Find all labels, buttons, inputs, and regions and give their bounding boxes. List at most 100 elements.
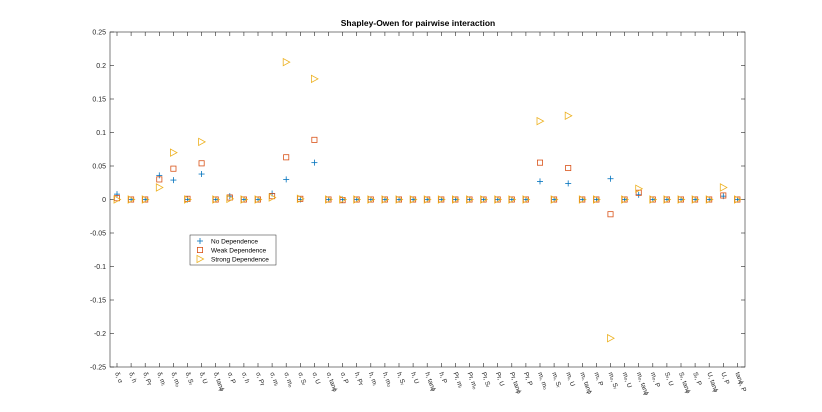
data-point [508, 195, 517, 204]
x-tick-label: Pr, tanϕ [508, 371, 522, 395]
y-tick-label: -0.2 [94, 331, 106, 338]
x-tick-label: mᵢ, mₒ [536, 371, 549, 391]
x-tick-label: h, Pr [353, 371, 365, 387]
x-tick-label: tanϕ, P [734, 371, 748, 393]
data-point [536, 116, 545, 126]
legend-label: No Dependence [211, 238, 258, 245]
y-tick-label: 0.1 [96, 130, 106, 137]
data-point [311, 136, 318, 143]
x-tick-label: h, mᵢ [367, 371, 378, 386]
legend-label: Weak Dependence [211, 247, 267, 254]
data-point [466, 195, 474, 204]
x-tick-label: Pr, U [494, 371, 506, 387]
data-point [282, 57, 291, 67]
data-point [621, 195, 630, 204]
x-tick-label: σ, mᵢ [268, 371, 279, 387]
legend-marker [196, 246, 203, 253]
data-point [719, 183, 728, 192]
x-tick-label: σ, Pr [254, 371, 266, 387]
x-tick-label: mᵢ, P [593, 371, 604, 387]
data-point [480, 195, 489, 204]
x-tick-label: mᵢ, tanϕ [578, 371, 592, 395]
data-point [283, 176, 290, 183]
x-tick-label: δ, U [198, 371, 209, 385]
data-point [395, 195, 404, 204]
data-point [198, 171, 205, 178]
x-tick-label: δ, mᵢ [155, 371, 166, 386]
data-point [437, 195, 446, 204]
data-point [283, 154, 290, 161]
data-point [691, 195, 700, 204]
x-tick-label: σ, P [339, 371, 350, 385]
x-tick-label: σ, U [311, 371, 322, 385]
data-point [677, 195, 686, 204]
data-point [254, 195, 263, 204]
data-point [720, 192, 727, 199]
data-point [635, 189, 642, 196]
data-point [310, 74, 319, 84]
data-point [565, 180, 572, 187]
x-tick-label: Sᵣ, U [663, 371, 675, 387]
data-point [537, 159, 544, 166]
x-tick-label: δ, Sᵣ [184, 371, 195, 386]
series-no-dependence [114, 159, 741, 203]
series-weak-dependence [114, 136, 741, 218]
data-point [212, 195, 221, 204]
data-point [141, 195, 150, 204]
data-point [607, 175, 614, 182]
x-tick-label: U, tanϕ [705, 371, 719, 393]
data-point [184, 195, 192, 204]
x-tick-label: σ, h [240, 371, 251, 384]
data-point [367, 196, 374, 203]
data-point [339, 195, 348, 204]
y-axis: -0.25 -0.2 -0.15 -0.1 -0.05 0 0.05 0.1 0.15 0.2 0.… [90, 30, 745, 372]
x-tick-label: δ, mₒ [170, 371, 182, 388]
data-point [423, 195, 432, 204]
data-point [705, 195, 714, 204]
data-point [142, 196, 149, 203]
data-point [451, 195, 460, 204]
y-tick-label: 0.15 [92, 97, 106, 104]
data-point [212, 196, 219, 203]
y-tick-label: 0.2 [96, 63, 106, 70]
x-tick-label: δ, Pr [141, 371, 153, 387]
data-point [607, 333, 615, 343]
data-point [156, 172, 163, 179]
legend-box [189, 234, 277, 266]
x-tick-label: h, mₒ [381, 371, 393, 388]
data-point [508, 196, 515, 203]
legend-label: Strong Dependence [211, 256, 269, 263]
x-tick-label: δ, σ [113, 371, 123, 384]
y-tick-label: -0.05 [90, 231, 106, 238]
data-point [367, 195, 376, 204]
x-tick-label: mₒ, P [649, 371, 661, 388]
x-tick-label: mᵢ, U [564, 371, 576, 388]
x-tick-label: h, Sᵣ [395, 371, 406, 386]
x-tick-label: σ, tanϕ [325, 371, 339, 393]
data-point [156, 176, 163, 183]
y-tick-label: 0.05 [92, 164, 106, 171]
data-point [127, 195, 136, 204]
data-point [113, 195, 122, 204]
data-point [198, 137, 207, 147]
data-point [325, 195, 333, 204]
data-point [494, 195, 503, 204]
data-points [113, 57, 742, 343]
x-tick-label: δ, tanϕ [212, 371, 226, 392]
chart-title: Shapley-Owen for pairwise interaction [341, 18, 495, 28]
data-point [381, 195, 390, 204]
x-tick-label: σ, mₒ [282, 371, 294, 388]
x-tick-label: Pr, mₒ [466, 371, 479, 390]
x-tick-label: Pr, mᵢ [452, 371, 464, 389]
y-tick-label: 0.25 [92, 30, 106, 37]
x-tick-label: mₒ, Sᵣ [607, 371, 620, 390]
x-tick-label: Sᵣ, tanϕ [677, 371, 691, 395]
data-point [155, 183, 164, 192]
data-point [170, 165, 177, 172]
x-tick-label: mₒ, tanϕ [635, 371, 650, 396]
data-point [635, 184, 644, 194]
x-tick-label: h, tanϕ [423, 371, 437, 392]
data-point [409, 195, 418, 204]
x-tick-label: σ, Sᵣ [296, 371, 307, 387]
